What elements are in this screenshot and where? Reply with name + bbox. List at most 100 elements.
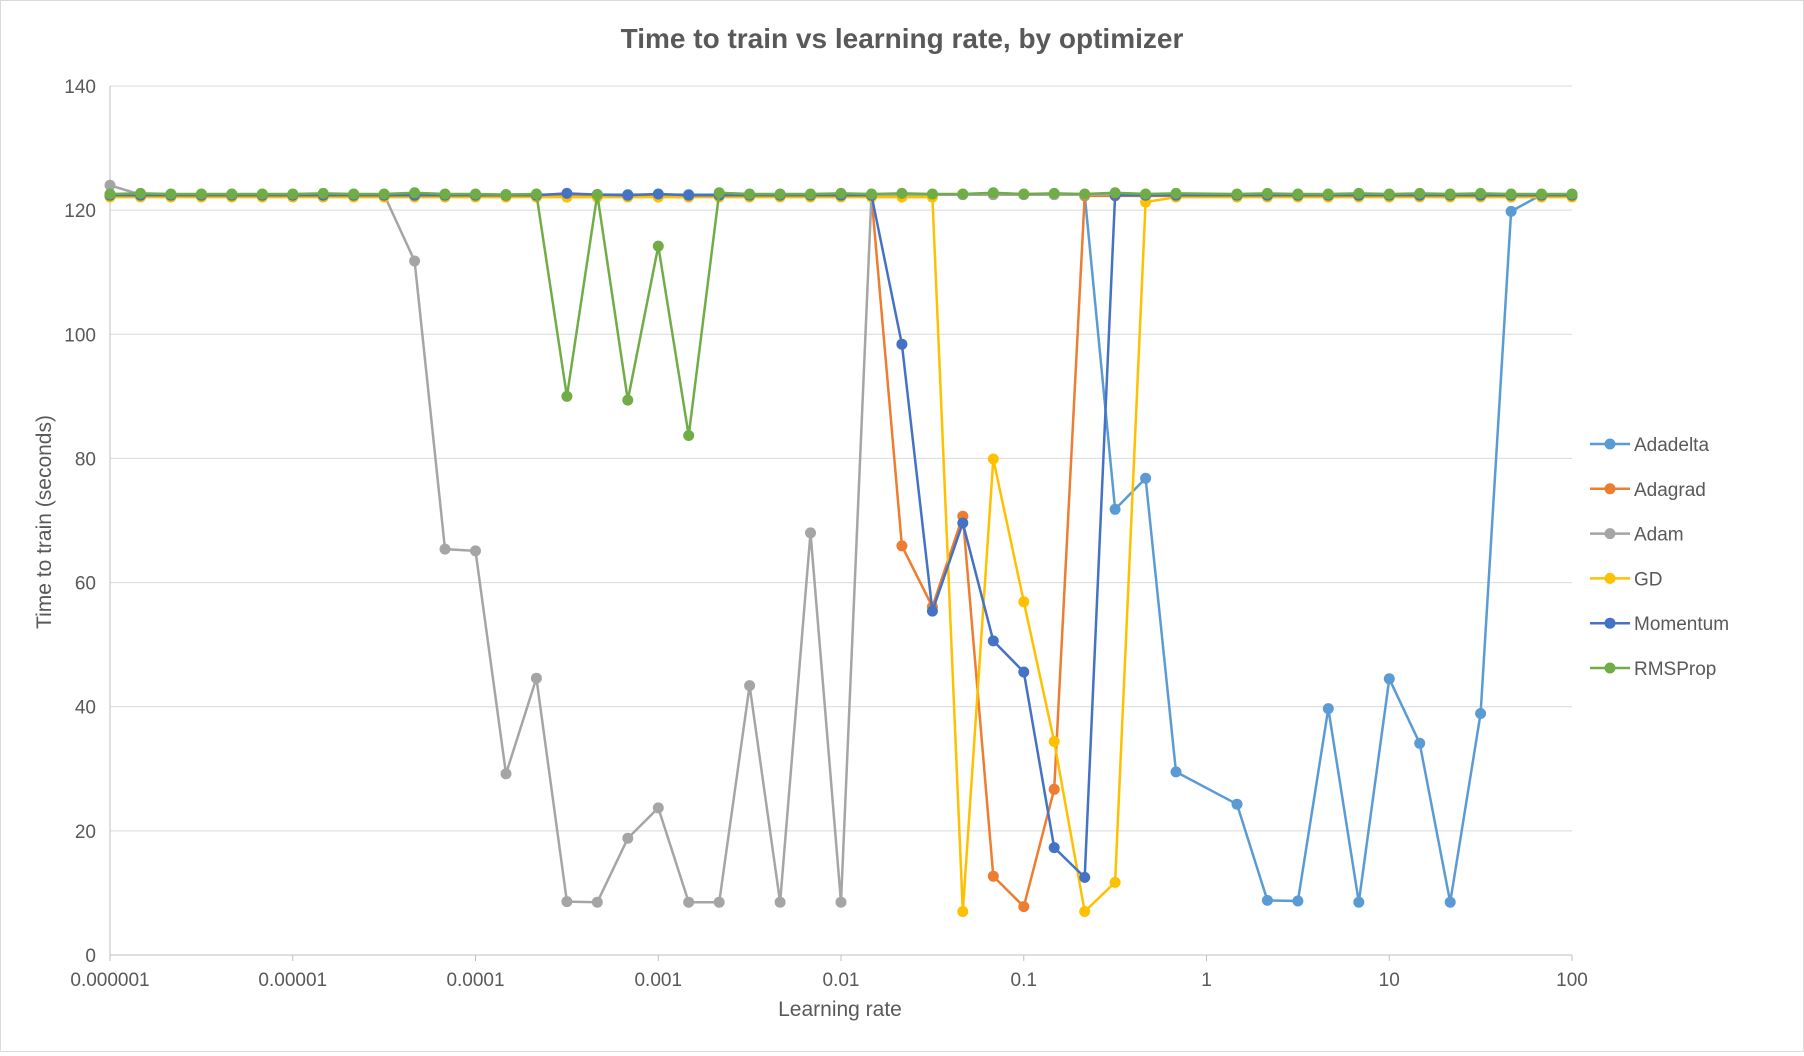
data-point-momentum	[683, 189, 695, 201]
data-point-rmsprop	[1505, 188, 1517, 200]
data-point-rmsprop	[926, 188, 938, 200]
data-point-rmsprop	[1414, 187, 1426, 199]
data-point-rmsprop	[1353, 187, 1365, 199]
data-point-gd	[987, 453, 999, 465]
data-point-rmsprop	[561, 390, 573, 402]
legend-label: Adadelta	[1634, 435, 1709, 456]
legend-item-adam: Adam	[1590, 525, 1684, 546]
data-point-adadelta	[1261, 894, 1273, 906]
data-point-adadelta	[1140, 472, 1152, 484]
axes: 0 20 40 60 80 100 120 140 0.000001 0.00001 0.0001 0…	[64, 77, 1588, 991]
legend-label: GD	[1634, 569, 1663, 590]
data-point-rmsprop	[744, 188, 756, 200]
data-point-adam	[561, 896, 573, 908]
data-point-rmsprop	[1322, 188, 1334, 200]
data-point-gd	[1079, 906, 1091, 917]
data-point-rmsprop	[987, 187, 999, 199]
data-point-rmsprop	[1444, 188, 1456, 200]
data-point-rmsprop	[805, 188, 816, 200]
x-tick-label: 0.000001	[70, 970, 149, 991]
data-point-adadelta	[1292, 895, 1304, 907]
data-point-adam	[652, 802, 664, 814]
data-point-rmsprop	[866, 188, 877, 200]
data-point-adam	[500, 768, 512, 780]
y-tick-label: 40	[75, 698, 96, 719]
legend-item-momentum: Momentum	[1590, 614, 1729, 635]
data-point-rmsprop	[165, 188, 177, 200]
y-tick-label: 60	[75, 574, 96, 595]
y-tick-label: 0	[85, 946, 96, 967]
legend-item-adagrad: Adagrad	[1590, 480, 1706, 501]
series-layer	[104, 179, 1578, 917]
data-point-adagrad	[987, 870, 999, 882]
series-rmsprop	[104, 187, 1578, 441]
data-point-adadelta	[1170, 766, 1182, 778]
legend-item-gd: GD	[1590, 569, 1663, 590]
data-point-adadelta	[1109, 503, 1121, 515]
data-point-rmsprop	[1018, 188, 1030, 200]
legend-label: Momentum	[1634, 614, 1729, 635]
series-adagrad	[104, 190, 1578, 913]
series-momentum	[104, 187, 1578, 883]
data-point-rmsprop	[1475, 187, 1487, 199]
data-point-rmsprop	[1261, 187, 1273, 199]
x-tick-label: 10	[1379, 970, 1400, 991]
data-point-rmsprop	[1109, 187, 1121, 199]
x-tick-label: 100	[1556, 970, 1588, 991]
legend-label: Adagrad	[1634, 480, 1706, 501]
data-point-momentum	[561, 187, 573, 199]
series-line-adagrad	[110, 194, 1572, 908]
y-axis-title: Time to train (seconds)	[33, 415, 56, 629]
data-point-rmsprop	[104, 188, 116, 200]
data-point-rmsprop	[348, 188, 360, 200]
x-tick-label: 1	[1201, 970, 1212, 991]
series-line-adam	[109, 184, 1572, 904]
data-point-rmsprop	[287, 188, 299, 200]
data-point-rmsprop	[896, 187, 908, 199]
data-point-adam	[439, 543, 451, 555]
legend-label: RMSProp	[1634, 659, 1716, 680]
data-point-rmsprop	[683, 430, 695, 441]
data-point-adadelta	[1414, 737, 1426, 749]
legend-label: Adam	[1634, 525, 1684, 546]
data-point-adam	[805, 527, 816, 539]
data-point-rmsprop	[1231, 188, 1243, 200]
data-point-adam	[470, 545, 481, 557]
data-point-rmsprop	[500, 189, 512, 201]
data-point-adam	[409, 255, 421, 267]
data-point-rmsprop	[256, 188, 268, 200]
data-point-momentum	[1048, 842, 1060, 854]
data-point-gd	[1018, 596, 1030, 608]
x-tick-label: 0.0001	[446, 970, 504, 991]
data-point-adam	[622, 832, 634, 844]
data-point-gd	[1048, 736, 1060, 747]
series-line-gd	[110, 195, 1572, 913]
x-tick-label: 0.001	[634, 970, 682, 991]
data-point-adadelta	[1475, 708, 1487, 719]
data-point-rmsprop	[439, 188, 451, 200]
legend-swatch-marker	[1604, 483, 1616, 495]
y-tick-label: 120	[64, 201, 96, 222]
data-point-adam	[530, 672, 542, 684]
data-point-rmsprop	[591, 189, 603, 201]
data-point-momentum	[926, 605, 938, 617]
data-point-rmsprop	[1292, 188, 1304, 200]
data-point-rmsprop	[713, 187, 725, 199]
legend-swatch-marker	[1604, 572, 1616, 584]
data-point-momentum	[622, 189, 634, 201]
data-point-adagrad	[896, 540, 908, 552]
data-point-rmsprop	[1383, 188, 1395, 200]
data-point-rmsprop	[1536, 188, 1547, 200]
legend-swatch-marker	[1604, 438, 1616, 450]
x-axis-title: Learning rate	[778, 998, 902, 1021]
series-adam	[104, 179, 1578, 908]
data-point-adadelta	[1505, 205, 1517, 217]
data-point-momentum	[896, 338, 908, 350]
legend-swatch-marker	[1604, 662, 1616, 674]
data-point-rmsprop	[530, 188, 542, 200]
data-point-rmsprop	[409, 187, 421, 199]
data-point-adadelta	[1383, 673, 1395, 685]
chart-title: Time to train vs learning rate, by optim…	[621, 23, 1184, 54]
